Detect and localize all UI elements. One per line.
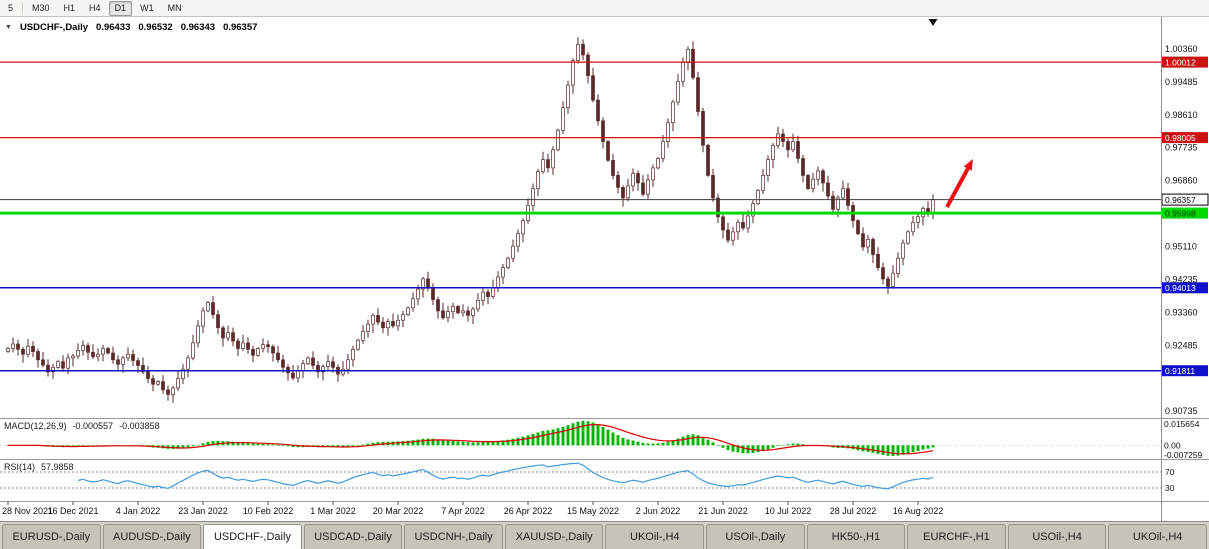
macd-main-value: -0.000557 xyxy=(72,421,114,431)
svg-text:16 Aug 2022: 16 Aug 2022 xyxy=(893,506,944,516)
svg-text:0.96860: 0.96860 xyxy=(1165,176,1198,186)
symbol-tab-xauusd-daily[interactable]: XAUUSD-,Daily xyxy=(504,524,604,549)
chevron-down-icon[interactable]: ▼ xyxy=(5,24,12,31)
svg-text:28 Jul 2022: 28 Jul 2022 xyxy=(830,506,877,516)
symbol-tab-eurusd-daily[interactable]: EURUSD-,Daily xyxy=(2,524,101,549)
macd-header: MACD(12,26,9) -0.000557 -0.003858 xyxy=(4,421,160,431)
macd-name: MACD(12,26,9) xyxy=(4,421,67,431)
rsi-name: RSI(14) xyxy=(4,462,36,472)
svg-text:1 Mar 2022: 1 Mar 2022 xyxy=(310,506,356,516)
chart-symbol-header: ▼ USDCHF-,Daily 0.96433 0.96532 0.96343 … xyxy=(5,22,257,33)
svg-text:0.95998: 0.95998 xyxy=(1165,208,1196,218)
timeframe-button-m30[interactable]: M30 xyxy=(32,2,50,13)
hlines-group[interactable] xyxy=(0,61,1161,372)
price-tags: 1.00012 0.98005 0.96357 0.95998 0.94013 0.918… xyxy=(1161,56,1209,377)
symbol-tab-usdchf-daily[interactable]: USDCHF-,Daily xyxy=(203,524,302,549)
svg-text:0.015654: 0.015654 xyxy=(1164,419,1200,429)
svg-text:0.95110: 0.95110 xyxy=(1165,242,1197,252)
y-axis: 1.00360 0.99485 0.98610 0.97735 0.96860 0.951… xyxy=(1164,44,1203,493)
rsi-value: 57.9858 xyxy=(41,462,74,472)
svg-text:0.97735: 0.97735 xyxy=(1165,143,1198,153)
symbol-tab-usdcnh-daily[interactable]: USDCNH-,Daily xyxy=(404,524,503,549)
svg-text:2 Jun 2022: 2 Jun 2022 xyxy=(636,506,681,516)
svg-text:0.90735: 0.90735 xyxy=(1165,406,1198,416)
last-bar-marker xyxy=(928,19,938,26)
svg-text:23 Jan 2022: 23 Jan 2022 xyxy=(178,506,228,516)
svg-text:0.91811: 0.91811 xyxy=(1165,366,1195,376)
svg-text:0.00: 0.00 xyxy=(1164,440,1181,450)
timeframe-button-h1[interactable]: H1 xyxy=(63,2,76,13)
symbol-tab-eurchf-h1[interactable]: EURCHF-,H1 xyxy=(907,524,1006,549)
timeframe-button-5[interactable]: 5 xyxy=(8,2,14,13)
macd-pane xyxy=(0,420,1161,456)
trend-arrow[interactable] xyxy=(945,159,973,208)
timeframe-toolbar: 5 M30 H1 H4 D1 W1 MN xyxy=(0,0,1209,17)
svg-text:70: 70 xyxy=(1165,467,1175,477)
symbol-tab-hk50-h1[interactable]: HK50-,H1 xyxy=(806,524,906,549)
timeframe-button-d1[interactable]: D1 xyxy=(108,0,133,16)
chart-area[interactable]: 1.00012 0.98005 0.96357 0.95998 0.94013 0.918… xyxy=(0,17,1209,521)
svg-text:7 Apr 2022: 7 Apr 2022 xyxy=(441,506,485,516)
symbol-name: USDCHF-,Daily xyxy=(19,22,89,33)
ohlc-low: 0.96343 xyxy=(180,22,216,33)
svg-text:26 Apr 2022: 26 Apr 2022 xyxy=(504,506,553,516)
symbol-tab-ukoil-h4[interactable]: UKOil-,H4 xyxy=(605,524,705,549)
svg-text:4 Jan 2022: 4 Jan 2022 xyxy=(116,506,161,516)
svg-text:30: 30 xyxy=(1165,483,1175,493)
svg-text:0.98005: 0.98005 xyxy=(1165,133,1196,143)
svg-text:1.00012: 1.00012 xyxy=(1165,57,1196,67)
ohlc-close: 0.96357 xyxy=(223,22,258,33)
rsi-pane xyxy=(0,462,1161,490)
ohlc-high: 0.96532 xyxy=(138,22,173,33)
svg-text:15 May 2022: 15 May 2022 xyxy=(567,506,619,516)
symbol-tab-usdcad-daily[interactable]: USDCAD-,Daily xyxy=(303,524,403,549)
timeframe-button-mn[interactable]: MN xyxy=(167,2,182,13)
symbol-tab-usoil-daily[interactable]: USOil-,Daily xyxy=(706,524,805,549)
candles-group xyxy=(6,37,935,403)
toolbar-separator xyxy=(22,2,24,14)
svg-text:0.92485: 0.92485 xyxy=(1165,340,1198,350)
svg-text:21 Jun 2022: 21 Jun 2022 xyxy=(698,506,748,516)
svg-text:0.94013: 0.94013 xyxy=(1165,283,1196,293)
svg-text:-0.007259: -0.007259 xyxy=(1164,450,1203,460)
svg-text:1.00360: 1.00360 xyxy=(1165,44,1198,54)
chart-canvas[interactable]: 1.00012 0.98005 0.96357 0.95998 0.94013 0.918… xyxy=(0,17,1209,521)
svg-text:28 Nov 2021: 28 Nov 2021 xyxy=(2,506,53,516)
symbol-tab-audusd-daily[interactable]: AUDUSD-,Daily xyxy=(102,524,202,549)
svg-text:0.96357: 0.96357 xyxy=(1165,195,1196,205)
rsi-header: RSI(14) 57.9858 xyxy=(4,462,74,472)
ohlc-open: 0.96433 xyxy=(96,22,131,33)
chart-tabs-bar: EURUSD-,Daily AUDUSD-,Daily USDCHF-,Daily U… xyxy=(0,521,1209,549)
svg-text:10 Feb 2022: 10 Feb 2022 xyxy=(243,506,294,516)
svg-text:0.94235: 0.94235 xyxy=(1165,275,1198,285)
svg-text:0.99485: 0.99485 xyxy=(1165,77,1198,87)
svg-text:16 Dec 2021: 16 Dec 2021 xyxy=(47,506,98,516)
timeframe-button-w1[interactable]: W1 xyxy=(140,2,154,13)
timeframe-button-h4[interactable]: H4 xyxy=(89,2,101,13)
macd-signal-value: -0.003858 xyxy=(119,421,160,431)
symbol-tab-usoil-h4[interactable]: USOil-,H4 xyxy=(1007,524,1107,549)
svg-text:20 Mar 2022: 20 Mar 2022 xyxy=(373,506,424,516)
svg-text:10 Jul 2022: 10 Jul 2022 xyxy=(765,506,812,516)
svg-text:0.93360: 0.93360 xyxy=(1165,307,1198,317)
svg-text:0.98610: 0.98610 xyxy=(1165,110,1198,120)
symbol-tab-ukoil-h4[interactable]: UKOil-,H4 xyxy=(1108,524,1207,549)
